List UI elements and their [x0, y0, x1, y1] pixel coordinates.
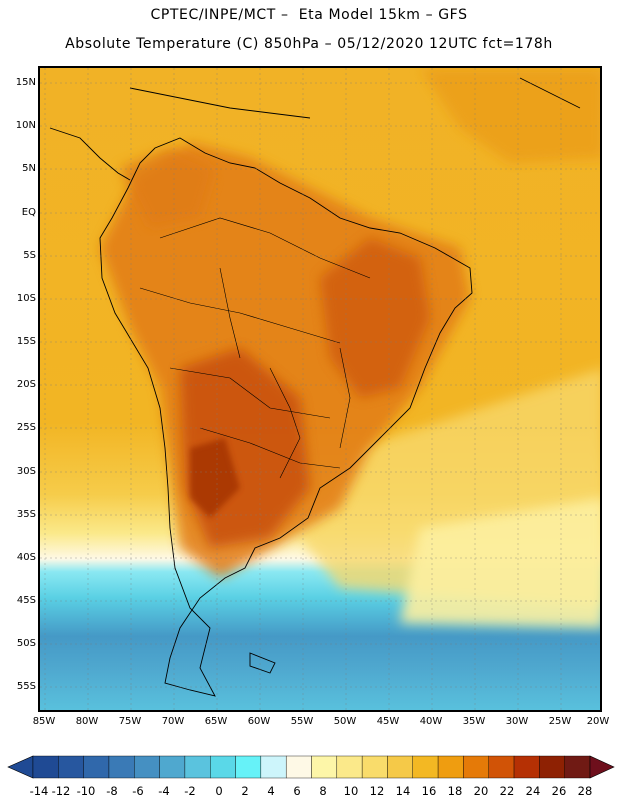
lon-label: 30W: [505, 716, 529, 727]
colorbar-label: 16: [421, 784, 437, 798]
lat-label: 10N: [15, 120, 36, 131]
lat-label: 15N: [15, 77, 36, 88]
colorbar-label: 22: [499, 784, 515, 798]
colorbar-label: -4: [158, 784, 170, 798]
colorbar-swatch: [159, 755, 186, 779]
colorbar-swatch: [83, 755, 110, 779]
colorbar-label: -8: [106, 784, 118, 798]
colorbar-arrow-low: [7, 755, 34, 779]
colorbar-arrow-high: [589, 755, 615, 779]
lon-label: 55W: [290, 716, 314, 727]
coastline: [49, 77, 581, 697]
lon-label: 50W: [333, 716, 357, 727]
colorbar-swatch: [513, 755, 540, 779]
colorbar-swatch: [58, 755, 84, 779]
colorbar-swatch: [260, 755, 287, 779]
colorbar-label: 4: [267, 784, 275, 798]
lat-label: 35S: [16, 509, 36, 520]
colorbar-swatch: [311, 755, 338, 779]
lat-label: 20S: [16, 379, 36, 390]
colorbar-label: -2: [184, 784, 196, 798]
lon-label: 70W: [161, 716, 185, 727]
colorbar-label: 8: [319, 784, 327, 798]
colorbar-swatch: [134, 755, 160, 779]
colorbar-label: 6: [293, 784, 301, 798]
graticule: [40, 68, 600, 710]
colorbar-label: -6: [132, 784, 144, 798]
colorbar-label: -10: [76, 784, 96, 798]
lat-label: 5N: [22, 163, 36, 174]
lat-label: 5S: [23, 250, 36, 261]
colorbar-label: 20: [473, 784, 489, 798]
temperature-map: [38, 66, 602, 712]
lon-label: 80W: [75, 716, 99, 727]
lon-label: 40W: [419, 716, 443, 727]
colorbar-label: 18: [447, 784, 463, 798]
colorbar-swatch: [564, 755, 591, 779]
colorbar-swatch: [235, 755, 262, 779]
colorbar-swatch: [488, 755, 515, 779]
colorbar-label: 12: [369, 784, 385, 798]
lat-label: 10S: [16, 293, 36, 304]
colorbar-swatch: [463, 755, 489, 779]
colorbar-label: -14: [29, 784, 49, 798]
chart-title-line2: Absolute Temperature (C) 850hPa – 05/12/…: [65, 36, 553, 52]
colorbar-swatch: [539, 755, 565, 779]
colorbar-label: 10: [343, 784, 359, 798]
colorbar-label: 28: [577, 784, 593, 798]
colorbar-label: 2: [241, 784, 249, 798]
colorbar-label: -12: [51, 784, 71, 798]
colorbar-swatch: [108, 755, 135, 779]
lat-label: 30S: [16, 466, 36, 477]
lon-label: 85W: [32, 716, 56, 727]
lat-label: 15S: [16, 336, 36, 347]
colorbar-label: 24: [525, 784, 541, 798]
lat-label: EQ: [21, 207, 36, 218]
colorbar-label: 0: [215, 784, 223, 798]
lat-label: 25S: [16, 422, 36, 433]
lon-label: 75W: [118, 716, 142, 727]
lon-label: 20W: [586, 716, 610, 727]
lat-label: 50S: [16, 638, 36, 649]
lon-label: 65W: [204, 716, 228, 727]
country-borders: [139, 217, 371, 479]
colorbar-label: 26: [551, 784, 567, 798]
lat-label: 40S: [16, 552, 36, 563]
colorbar-swatch: [285, 755, 312, 779]
colorbar: [7, 755, 615, 779]
colorbar-label: 14: [395, 784, 411, 798]
lon-label: 25W: [548, 716, 572, 727]
map-canvas: [40, 68, 600, 710]
lat-label: 45S: [16, 595, 36, 606]
colorbar-swatch: [412, 755, 439, 779]
colorbar-swatch: [184, 755, 211, 779]
lon-label: 45W: [376, 716, 400, 727]
chart-title-line1: CPTEC/INPE/MCT – Eta Model 15km – GFS: [150, 7, 468, 23]
colorbar-swatch: [210, 755, 236, 779]
lon-label: 35W: [462, 716, 486, 727]
colorbar-swatch: [336, 755, 363, 779]
lon-label: 60W: [247, 716, 271, 727]
lat-label: 55S: [16, 681, 36, 692]
colorbar-swatch: [387, 755, 413, 779]
colorbar-swatch: [32, 755, 59, 779]
colorbar-swatch: [437, 755, 464, 779]
colorbar-swatch: [361, 755, 388, 779]
